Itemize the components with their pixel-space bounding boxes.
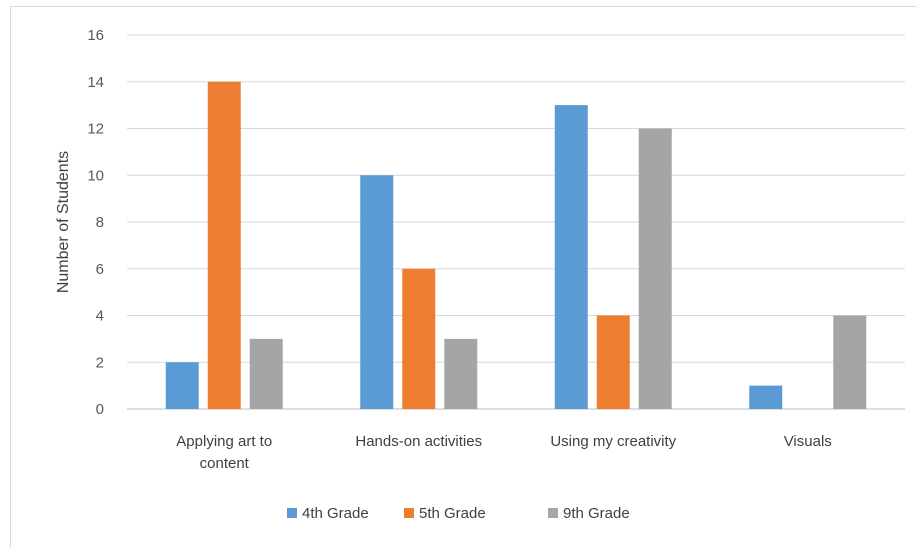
y-tick-label: 2 — [96, 354, 104, 371]
bar — [249, 338, 283, 409]
legend-swatch — [404, 508, 414, 518]
chart-frame — [10, 6, 916, 548]
y-tick-labels: 0 2 4 6 8 10 12 14 16 — [87, 27, 104, 418]
x-category-labels: Applying art to content Hands-on activitie… — [176, 433, 831, 472]
legend: 4th Grade 5th Grade 9th Grade — [287, 505, 630, 522]
legend-swatch — [548, 508, 558, 518]
x-category-line: Visuals — [784, 433, 832, 450]
x-category-label: Hands-on activities — [355, 433, 482, 450]
y-tick-label: 0 — [96, 401, 104, 418]
bar — [444, 338, 478, 409]
bar — [749, 385, 783, 409]
bar — [638, 128, 672, 409]
legend-label: 5th Grade — [419, 505, 486, 522]
legend-swatch — [287, 508, 297, 518]
bar — [360, 175, 394, 409]
y-tick-label: 8 — [96, 214, 104, 231]
y-tick-label: 4 — [96, 308, 104, 325]
gridlines — [127, 34, 905, 410]
y-axis-title: Number of Students — [55, 151, 72, 293]
y-tick-label: 14 — [87, 74, 104, 91]
y-tick-label: 10 — [87, 167, 104, 184]
x-category-label: Visuals — [784, 433, 832, 450]
x-category-line: Using my creativity — [550, 433, 676, 450]
bar — [165, 362, 199, 409]
legend-label: 4th Grade — [302, 505, 369, 522]
x-category-line: content — [200, 455, 250, 472]
bar — [596, 315, 630, 409]
x-category-line: Applying art to — [176, 433, 272, 450]
bar — [207, 81, 241, 409]
x-category-label: Applying art to content — [176, 433, 272, 472]
bars — [165, 81, 867, 409]
x-category-label: Using my creativity — [550, 433, 676, 450]
bar — [402, 268, 436, 409]
bar — [554, 105, 588, 409]
x-category-line: Hands-on activities — [355, 433, 482, 450]
legend-label: 9th Grade — [563, 505, 630, 522]
bar — [833, 315, 867, 409]
y-tick-label: 12 — [87, 121, 104, 138]
y-tick-label: 6 — [96, 261, 104, 278]
y-tick-label: 16 — [87, 27, 104, 44]
